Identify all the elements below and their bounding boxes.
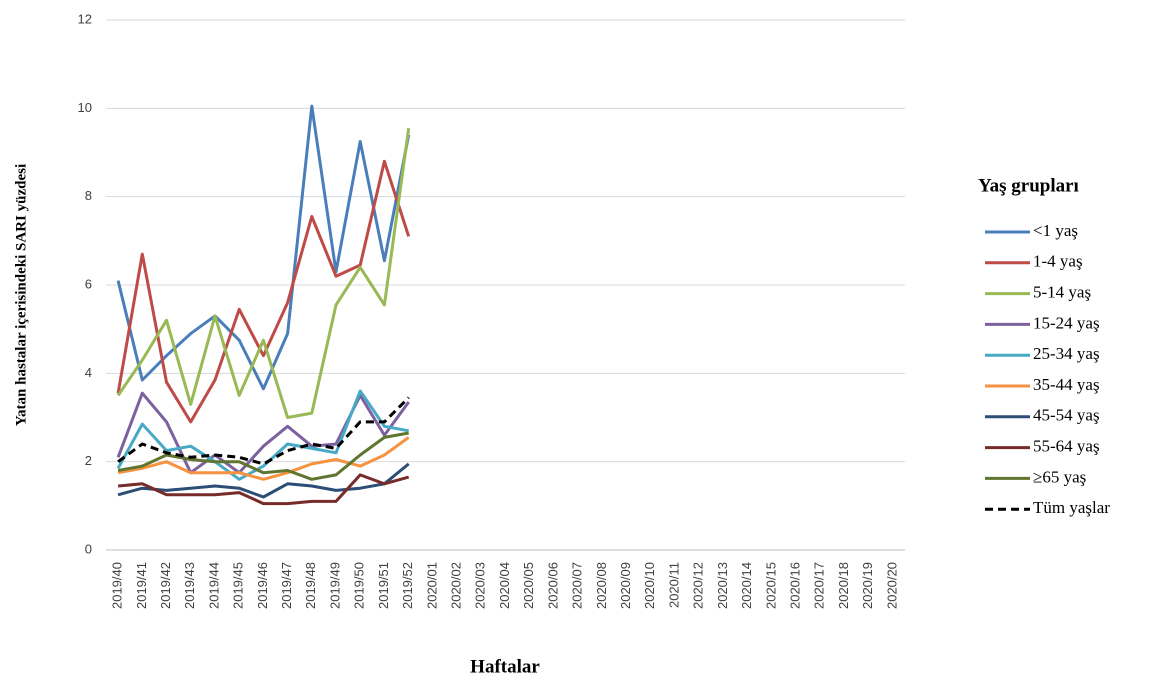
x-tick-label: 2020/07 — [570, 562, 585, 609]
legend-label: 55-64 yaş — [1033, 437, 1100, 456]
x-tick-label: 2020/16 — [787, 562, 802, 609]
x-tick-label: 2019/49 — [327, 562, 342, 609]
y-tick-label: 4 — [85, 365, 92, 380]
legend-label: 15-24 yaş — [1033, 313, 1100, 332]
y-tick-label: 6 — [85, 276, 92, 291]
x-tick-label: 2020/14 — [739, 562, 754, 609]
series-line — [116, 391, 410, 475]
x-tick-label: 2020/18 — [836, 562, 851, 609]
x-tick-label: 2019/46 — [255, 562, 270, 609]
x-tick-label: 2020/01 — [424, 562, 439, 609]
x-tick-label: 2020/12 — [691, 562, 706, 609]
y-axis-label: Yatan hastalar içerisindeki SARI yüzdesi — [13, 164, 29, 426]
series-line — [116, 389, 409, 481]
series-line — [116, 159, 411, 424]
x-tick-label: 2020/08 — [594, 562, 609, 609]
legend-label: <1 yaş — [1033, 221, 1078, 240]
x-tick-label: 2019/44 — [206, 562, 221, 609]
x-tick-label: 2020/03 — [473, 562, 488, 609]
x-tick-label: 2019/47 — [279, 562, 294, 609]
x-tick-label: 2020/15 — [763, 562, 778, 609]
legend-label: 35-44 yaş — [1033, 375, 1100, 394]
x-tick-label: 2019/42 — [158, 562, 173, 609]
series-line — [117, 431, 409, 481]
legend-label: Tüm yaşlar — [1033, 498, 1110, 517]
y-tick-label: 10 — [78, 100, 92, 115]
series-line — [116, 104, 411, 391]
x-tick-label: 2019/45 — [231, 562, 246, 609]
series-line — [117, 473, 410, 506]
y-tick-label: 8 — [85, 188, 92, 203]
x-tick-label: 2020/19 — [860, 562, 875, 609]
x-tick-label: 2020/06 — [545, 562, 560, 609]
series-line — [117, 396, 410, 466]
x-tick-label: 2020/17 — [812, 562, 827, 609]
legend-title: Yaş grupları — [978, 175, 1079, 196]
x-tick-label: 2019/52 — [400, 562, 415, 609]
x-tick-label: 2020/10 — [642, 562, 657, 609]
series-line — [116, 127, 411, 419]
legend-label: 25-34 yaş — [1033, 344, 1100, 363]
x-tick-label: 2020/04 — [497, 562, 512, 609]
y-tick-label: 0 — [85, 541, 92, 556]
x-tick-label: 2019/43 — [182, 562, 197, 609]
series-line — [117, 436, 410, 481]
x-tick-label: 2019/50 — [352, 562, 367, 609]
x-tick-label: 2019/41 — [134, 562, 149, 609]
y-tick-label: 2 — [85, 453, 92, 468]
legend-label: 1-4 yaş — [1033, 252, 1083, 271]
x-tick-label: 2019/40 — [110, 562, 125, 609]
x-tick-label: 2019/48 — [303, 562, 318, 609]
x-tick-label: 2020/20 — [884, 562, 899, 609]
x-tick-label: 2020/02 — [449, 562, 464, 609]
x-tick-label: 2020/13 — [715, 562, 730, 609]
legend-label: 45-54 yaş — [1033, 406, 1100, 425]
y-tick-label: 12 — [78, 11, 92, 26]
legend-label: ≥65 yaş — [1033, 467, 1086, 486]
x-axis-label: Haftalar — [470, 656, 540, 677]
legend-label: 5-14 yaş — [1033, 283, 1091, 302]
x-tick-label: 2020/05 — [521, 562, 536, 609]
x-tick-label: 2020/11 — [666, 562, 681, 608]
x-tick-label: 2020/09 — [618, 562, 633, 609]
x-tick-label: 2019/51 — [376, 562, 391, 609]
series-line — [117, 462, 410, 499]
